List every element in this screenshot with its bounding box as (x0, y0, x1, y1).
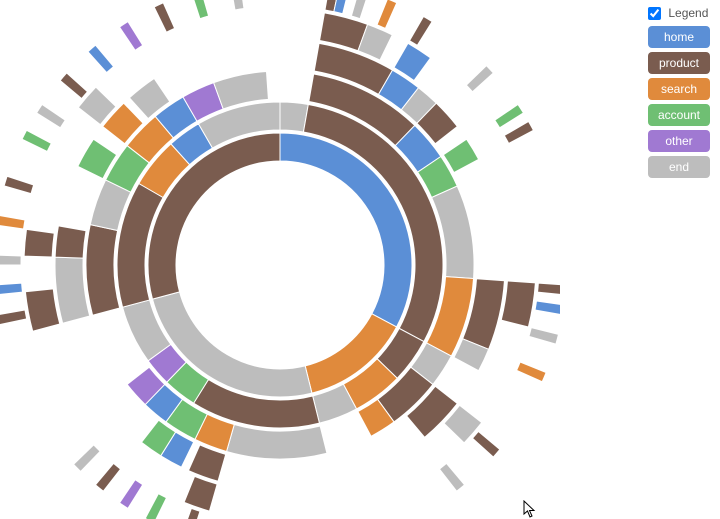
sunburst-arc-account[interactable] (191, 0, 208, 19)
sunburst-arc-product[interactable] (410, 16, 433, 45)
sunburst-arc-product[interactable] (504, 122, 533, 144)
sunburst-arc-product[interactable] (472, 431, 499, 457)
sunburst-arc-account[interactable] (443, 139, 478, 172)
legend-item-home[interactable]: home (648, 26, 710, 48)
sunburst-arc-product[interactable] (188, 445, 225, 481)
sunburst-chart[interactable] (0, 0, 560, 519)
sunburst-arc-product[interactable] (154, 3, 174, 32)
sunburst-arc-end[interactable] (37, 105, 66, 128)
sunburst-arc-product[interactable] (501, 281, 535, 327)
legend-item-product[interactable]: product (648, 52, 710, 74)
sunburst-arc-end[interactable] (230, 0, 244, 10)
sunburst-arc-end[interactable] (55, 257, 90, 323)
sunburst-arc-product[interactable] (96, 463, 121, 491)
sunburst-arc-product[interactable] (24, 229, 54, 257)
sunburst-arc-product[interactable] (55, 226, 86, 258)
sunburst-arc-end[interactable] (351, 0, 368, 19)
sunburst-arc-other[interactable] (120, 480, 143, 509)
sunburst-arc-end[interactable] (529, 328, 559, 344)
legend-item-other[interactable]: other (648, 130, 710, 152)
legend-checkbox[interactable] (648, 7, 661, 20)
sunburst-arc-end[interactable] (227, 425, 327, 459)
sunburst-arc-home[interactable] (0, 283, 22, 295)
sunburst-arc-product[interactable] (182, 508, 200, 519)
legend-item-search[interactable]: search (648, 78, 710, 100)
legend-title-row: Legend (648, 6, 714, 20)
sunburst-arc-account[interactable] (145, 494, 166, 519)
sunburst-arc-end[interactable] (179, 164, 381, 366)
sunburst-arc-end[interactable] (466, 66, 493, 92)
sunburst-arc-product[interactable] (184, 476, 217, 511)
sunburst-arc-end[interactable] (74, 445, 101, 472)
sunburst-arc-home[interactable] (535, 301, 560, 315)
sunburst-arc-product[interactable] (4, 176, 34, 193)
legend-title-label: Legend (668, 6, 708, 20)
sunburst-arc-search[interactable] (377, 0, 397, 28)
sunburst-arc-product[interactable] (86, 225, 120, 316)
sunburst-arc-search[interactable] (517, 362, 546, 382)
legend-item-end[interactable]: end (648, 156, 710, 178)
sunburst-arc-product[interactable] (0, 310, 27, 325)
sunburst-arc-home[interactable] (334, 0, 350, 14)
sunburst-arc-end[interactable] (439, 463, 464, 491)
sunburst-arc-product[interactable] (60, 73, 87, 99)
sunburst-arc-account[interactable] (22, 130, 51, 151)
sunburst-arc-end[interactable] (0, 255, 21, 265)
legend-panel: Legend home product search account other end (648, 6, 714, 182)
sunburst-arc-account[interactable] (495, 105, 524, 128)
legend-item-account[interactable]: account (648, 104, 710, 126)
sunburst-arc-other[interactable] (120, 22, 143, 51)
sunburst-arc-product[interactable] (538, 283, 560, 295)
sunburst-arc-product[interactable] (25, 289, 59, 331)
sunburst-arc-search[interactable] (0, 215, 25, 229)
sunburst-arc-home[interactable] (88, 45, 114, 72)
